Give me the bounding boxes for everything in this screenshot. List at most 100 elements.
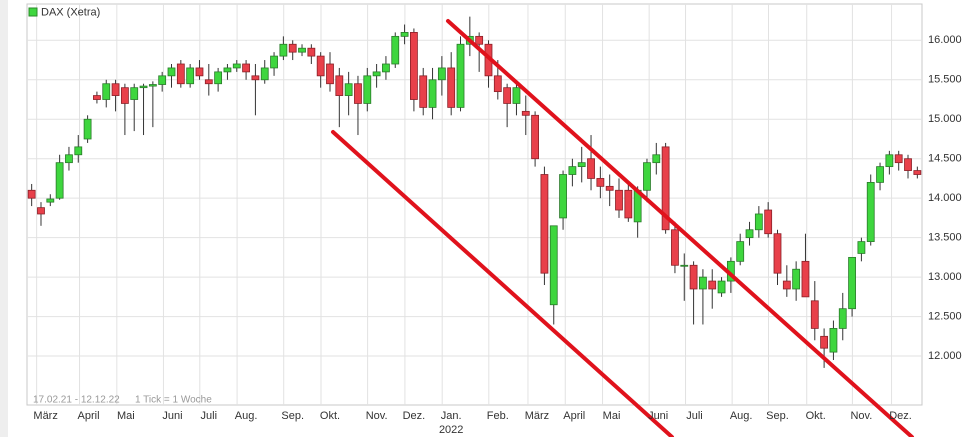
candle-body (344, 83, 353, 96)
candle-body (754, 213, 763, 231)
legend-swatch (28, 7, 38, 17)
candle-body (382, 63, 390, 73)
plot-frame (26, 3, 923, 406)
candle-body (242, 63, 250, 73)
candle-body (829, 328, 838, 353)
candle-body (400, 32, 409, 37)
tick-note: 1 Tick = 1 Woche (135, 395, 212, 406)
candle-body (111, 83, 120, 96)
candle-body (773, 233, 782, 274)
candle-body (27, 189, 36, 199)
candle-body (624, 189, 633, 219)
x-tick-label: April (563, 410, 585, 422)
candle-body (232, 63, 241, 69)
x-tick-label: Sep. (766, 410, 789, 422)
x-tick-label: Juni (162, 410, 182, 422)
y-tick-label: 13.500 (928, 232, 962, 244)
candle-body (782, 280, 791, 290)
x-tick-label: Sep. (281, 410, 304, 422)
candle-body (158, 75, 167, 85)
candle-body (615, 189, 623, 211)
x-tick-label: Okt. (806, 410, 826, 422)
x-tick-label: Mai (117, 410, 135, 422)
candle-body (298, 47, 306, 53)
x-tick-label: Mai (603, 410, 621, 422)
y-tick-label: 15.000 (928, 113, 962, 125)
x-tick-label: März (33, 410, 57, 422)
x-tick-label: Juni (648, 410, 668, 422)
grid (27, 4, 922, 405)
candle-body (503, 87, 512, 104)
candles (27, 16, 922, 368)
candle-body (46, 198, 55, 203)
candle-body (857, 241, 866, 254)
y-tick-label: 14.000 (928, 192, 962, 204)
x-tick-label: März (525, 410, 549, 422)
candle-body (288, 43, 297, 53)
candle-body (447, 67, 456, 108)
candle-body (512, 87, 521, 104)
year-label: 2022 (439, 424, 463, 436)
candle-body (577, 162, 586, 168)
y-tick-label: 16.000 (928, 34, 962, 46)
candle-body (204, 79, 213, 85)
candle-body (410, 32, 418, 100)
x-tick-label: Aug. (730, 410, 753, 422)
candle-body (559, 174, 567, 219)
candle-body (801, 260, 810, 298)
candle-body (540, 174, 549, 274)
candle-body (838, 308, 847, 329)
candle-body (596, 178, 605, 187)
candle-body (745, 229, 754, 239)
candle-body (65, 154, 73, 164)
x-tick-label: Dez. (403, 410, 426, 422)
candle-body (848, 256, 856, 310)
candle-body (885, 154, 894, 168)
candle-body (335, 75, 344, 96)
candle-body (689, 264, 698, 290)
candle-body (223, 67, 232, 73)
candle-body (428, 79, 437, 108)
candle-body (102, 83, 111, 100)
candle-body (643, 162, 651, 191)
candle-body (605, 185, 614, 191)
candle-body (120, 87, 129, 104)
labels: 12.000 12.500 13.000 13.500 14.000 14.500 15.0… (33, 34, 961, 436)
candle-body (260, 67, 269, 81)
x-tick-label: Feb. (487, 410, 509, 422)
candle-body (866, 181, 875, 243)
candle-body (279, 43, 288, 57)
candle-body (764, 209, 773, 235)
candle-body (270, 55, 278, 69)
y-tick-label: 13.000 (928, 271, 962, 283)
candle-body (699, 276, 707, 290)
candle-body (876, 166, 884, 183)
candle-body (214, 71, 223, 85)
y-tick-label: 12.000 (928, 350, 962, 362)
x-tick-label: Dez. (889, 410, 912, 422)
candle-body (661, 146, 670, 231)
candle-body (521, 110, 530, 116)
candle-body (894, 154, 903, 164)
candle-body (316, 55, 325, 77)
candle-body (456, 43, 465, 108)
candle-body (139, 85, 148, 89)
candle-body (74, 146, 83, 156)
candle-body (736, 241, 745, 262)
period-note: 17.02.21 - 12.12.22 (33, 395, 120, 406)
trend-line-upper (446, 19, 914, 437)
legend-label: DAX (Xetra) (41, 6, 100, 18)
candle-body (671, 229, 679, 266)
x-tick-label: Jan. (441, 410, 462, 422)
candle-body (176, 63, 185, 85)
candle-body (93, 95, 101, 100)
candle-body (475, 35, 484, 45)
x-tick-label: Nov. (366, 410, 388, 422)
candle-body (493, 75, 502, 93)
candle-body (363, 75, 372, 104)
candle-body (391, 35, 400, 65)
candle-body (372, 71, 381, 77)
candle-body (326, 63, 334, 85)
candle-body (186, 67, 195, 85)
